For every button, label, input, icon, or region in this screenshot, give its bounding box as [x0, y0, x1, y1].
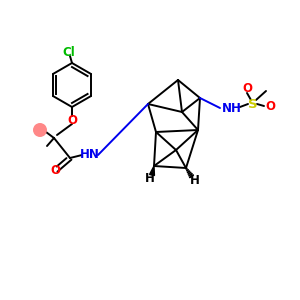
Text: O: O [50, 164, 60, 178]
Text: NH: NH [222, 101, 242, 115]
Text: O: O [242, 82, 252, 94]
Circle shape [33, 123, 47, 137]
Text: S: S [248, 98, 258, 110]
Text: H: H [145, 172, 155, 185]
Text: Cl: Cl [63, 46, 75, 59]
Text: HN: HN [80, 148, 100, 161]
Text: H: H [190, 175, 200, 188]
Text: O: O [265, 100, 275, 112]
Text: O: O [67, 113, 77, 127]
Polygon shape [150, 166, 154, 175]
